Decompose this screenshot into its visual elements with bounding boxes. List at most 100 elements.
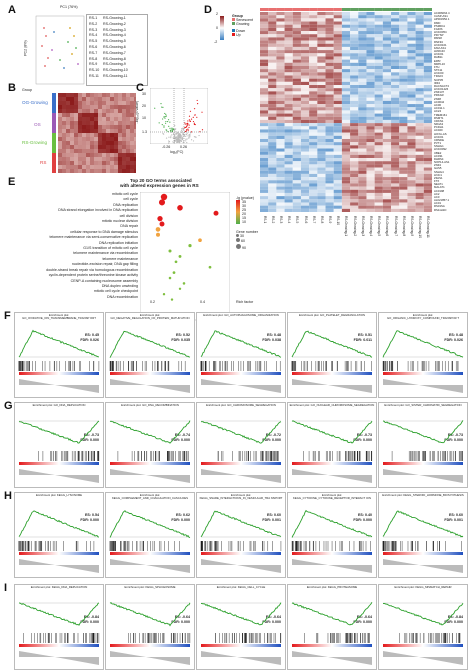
heat-cell bbox=[391, 129, 400, 133]
corr-cell bbox=[110, 101, 114, 105]
corr-cell bbox=[62, 125, 66, 129]
heat-cell bbox=[284, 107, 293, 111]
gsea-graph bbox=[382, 330, 464, 393]
heat-cell bbox=[268, 18, 277, 22]
heat-cell bbox=[382, 50, 392, 54]
heat-cell bbox=[300, 145, 310, 149]
corr-cell bbox=[118, 97, 122, 101]
gsea-title: Enrichment plot: GO_CHROMOSOME_SEGREGATI… bbox=[206, 403, 276, 407]
go-bubble-chart: Top 20 GO terms associated with altered … bbox=[10, 178, 270, 321]
heat-cell bbox=[292, 59, 301, 63]
heat-cell bbox=[300, 183, 310, 187]
corr-cell bbox=[70, 133, 74, 137]
heat-cell bbox=[333, 129, 342, 133]
heat-cell bbox=[341, 123, 351, 127]
corr-cell bbox=[130, 145, 134, 149]
heat-cell bbox=[358, 65, 367, 70]
heat-cell bbox=[317, 173, 326, 178]
corr-cell bbox=[66, 133, 70, 137]
heat-cell bbox=[358, 154, 367, 159]
gene-label: LINC1 bbox=[434, 172, 442, 177]
heat-cell bbox=[309, 110, 318, 114]
pca-legend-item: RS-Growing-9 bbox=[103, 62, 126, 67]
corr-cell bbox=[82, 117, 86, 121]
heat-cell bbox=[423, 85, 432, 89]
volcano-point bbox=[168, 125, 170, 127]
gsea-es: ES: -0.64 bbox=[174, 615, 190, 619]
heat-cell bbox=[341, 183, 351, 187]
heat-cell bbox=[391, 164, 400, 168]
heat-cell bbox=[260, 205, 269, 209]
heat-cell bbox=[341, 158, 351, 162]
corr-cell bbox=[114, 153, 118, 157]
corr-cell bbox=[126, 101, 130, 105]
heat-cell bbox=[350, 104, 359, 108]
heat-cell bbox=[284, 46, 293, 51]
heat-cell bbox=[366, 110, 375, 114]
volcano-point bbox=[165, 120, 167, 123]
heat-cell bbox=[350, 192, 359, 197]
go-term-label: cyclin-dependent protein serine/threonin… bbox=[48, 273, 138, 278]
heat-cell bbox=[300, 27, 310, 32]
heat-cell bbox=[358, 145, 367, 149]
heat-cell bbox=[333, 161, 342, 165]
heat-cell bbox=[358, 158, 367, 162]
heat-group-bar bbox=[333, 8, 342, 11]
corr-cell bbox=[134, 129, 136, 133]
corr-cell bbox=[94, 145, 98, 149]
heat-cell bbox=[382, 24, 392, 28]
heat-cell bbox=[391, 75, 400, 79]
volcano-point bbox=[185, 123, 187, 125]
heat-cell bbox=[415, 164, 424, 168]
heat-cell bbox=[391, 53, 400, 57]
heat-cell bbox=[374, 123, 383, 127]
heat-cell bbox=[374, 62, 383, 66]
heat-cell bbox=[415, 208, 424, 212]
go-bubbles bbox=[140, 192, 230, 321]
heat-cell bbox=[276, 196, 285, 200]
corr-cell bbox=[102, 153, 106, 157]
heat-cell bbox=[350, 129, 359, 133]
heat-cell bbox=[341, 202, 351, 206]
heat-cell bbox=[382, 173, 392, 178]
corr-cell bbox=[86, 105, 90, 109]
enrichment-curve bbox=[109, 510, 191, 539]
gene-label: PRKAR bbox=[434, 93, 444, 98]
heat-cell bbox=[268, 196, 277, 200]
heat-cell bbox=[309, 158, 318, 162]
heat-cell bbox=[358, 97, 367, 101]
heat-cell bbox=[423, 119, 432, 124]
gsea-fdr: FDR: 0.000 bbox=[80, 438, 99, 442]
gsea-title: Enrichment plot: GO_PLATELET_DEGRANULATI… bbox=[298, 313, 366, 317]
heat-cell bbox=[358, 40, 367, 44]
heat-cell bbox=[366, 31, 375, 35]
gene-label: SNHG1 bbox=[434, 144, 444, 149]
heat-cell bbox=[309, 119, 318, 124]
heat-cell bbox=[276, 151, 285, 155]
heat-cell bbox=[350, 173, 359, 178]
corr-cell bbox=[78, 125, 82, 129]
heat-cell bbox=[382, 94, 392, 98]
heat-cell bbox=[292, 180, 301, 184]
volcano-point bbox=[185, 140, 187, 142]
heat-cell bbox=[382, 85, 392, 89]
pca-legend-item: RS-Growing-11 bbox=[103, 73, 128, 78]
heat-cell bbox=[268, 116, 277, 120]
volcano-point bbox=[189, 132, 192, 134]
volcano-point bbox=[173, 140, 176, 142]
heat-cell bbox=[374, 138, 383, 143]
go-term-label: DNA replication initiation bbox=[99, 240, 138, 245]
corr-cell bbox=[114, 133, 118, 137]
volcano-point bbox=[182, 128, 185, 131]
heat-cell bbox=[374, 50, 383, 54]
corr-cell bbox=[58, 129, 62, 133]
heat-cell bbox=[407, 142, 416, 146]
heat-cell bbox=[382, 81, 392, 86]
heat-cell bbox=[260, 21, 269, 25]
rank-gradient bbox=[19, 462, 99, 465]
heat-cell bbox=[358, 72, 367, 76]
heat-cell bbox=[407, 107, 416, 111]
gene-label: AC0198 bbox=[434, 188, 445, 193]
heat-cell bbox=[284, 164, 293, 168]
corr-cell bbox=[114, 129, 118, 133]
